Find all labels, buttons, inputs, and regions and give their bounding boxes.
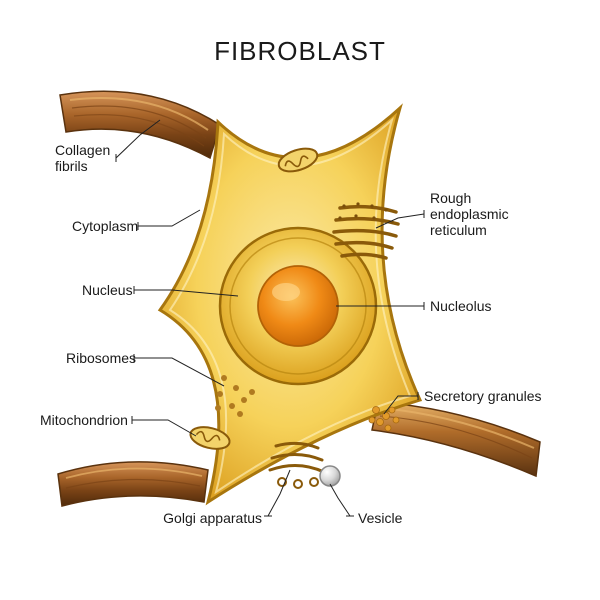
label-golgi: Golgi apparatus bbox=[160, 510, 262, 526]
label-nucleolus: Nucleolus bbox=[430, 298, 491, 314]
vesicle-shape bbox=[320, 466, 340, 486]
label-rough-er: Rough endoplasmic reticulum bbox=[430, 190, 509, 238]
label-mitochondrion: Mitochondrion bbox=[40, 412, 128, 428]
label-cytoplasm: Cytoplasm bbox=[72, 218, 138, 234]
label-secretory-granules: Secretory granules bbox=[424, 388, 542, 404]
diagram-canvas: FIBROBLAST bbox=[0, 0, 600, 600]
golgi-vesicles bbox=[278, 478, 318, 488]
label-nucleus: Nucleus bbox=[82, 282, 133, 298]
collagen-fiber-bottom-left bbox=[58, 462, 208, 506]
fibroblast-svg bbox=[0, 0, 600, 600]
nucleolus-shape bbox=[258, 266, 338, 346]
label-vesicle: Vesicle bbox=[358, 510, 402, 526]
collagen-fiber-bottom-right bbox=[372, 402, 540, 476]
label-ribosomes: Ribosomes bbox=[66, 350, 136, 366]
label-collagen-fibrils: Collagen fibrils bbox=[55, 142, 110, 174]
